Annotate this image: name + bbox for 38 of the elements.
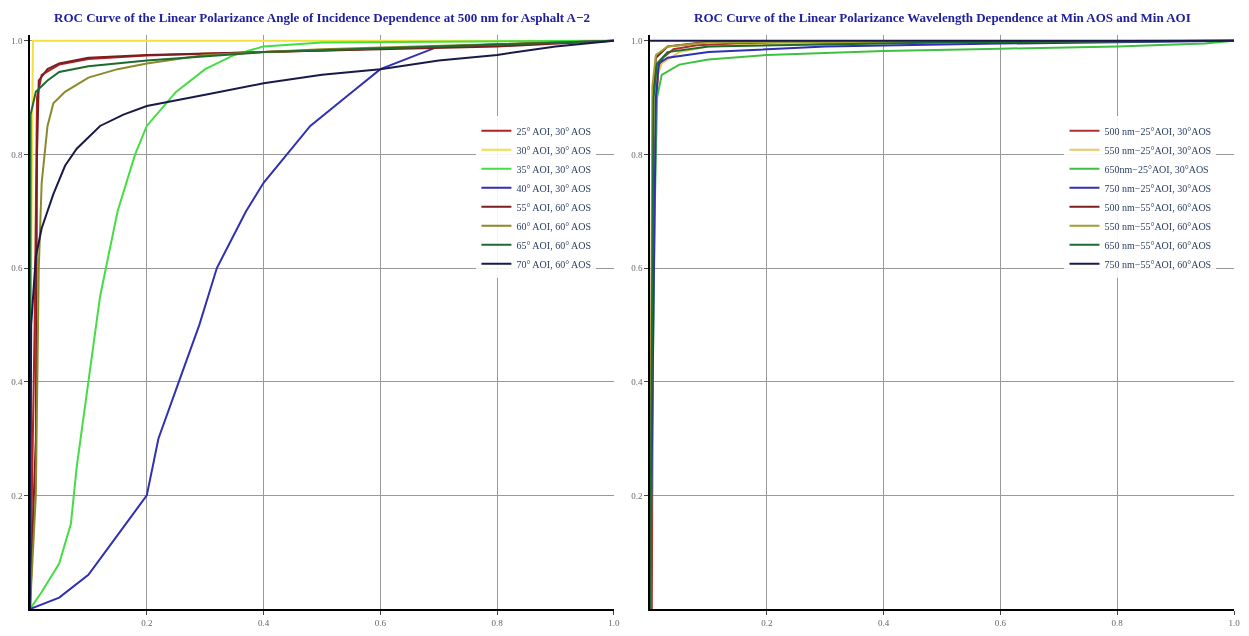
legend-label: 65° AOI, 60° AOS xyxy=(516,239,592,251)
y-tick-label: 0.8 xyxy=(631,149,644,160)
y-tick-label: 0.4 xyxy=(11,376,23,387)
chart-title: ROC Curve of the Linear Polarizance Angle of Incidence Dependence at 500 nm for Asphalt A−2 xyxy=(54,10,590,25)
legend-label: 55° AOI, 60° AOS xyxy=(516,201,592,213)
y-tick-label: 0.4 xyxy=(631,376,644,387)
y-tick-label: 0.6 xyxy=(631,263,644,274)
chart-title: ROC Curve of the Linear Polarizance Wavelength Dependence at Min AOS and Min AOI xyxy=(694,10,1191,25)
x-tick-label: 0.4 xyxy=(878,617,890,628)
y-tick-label: 1.0 xyxy=(11,35,23,46)
legend-label: 25° AOI, 30° AOS xyxy=(516,125,592,137)
legend-label: 750 nm−55°AOI, 60°AOS xyxy=(1104,258,1212,270)
y-tick-label: 0.2 xyxy=(631,490,643,501)
legend-label: 30° AOI, 30° AOS xyxy=(516,144,592,156)
legend-label: 500 nm−55°AOI, 60°AOS xyxy=(1104,201,1212,213)
x-tick-label: 0.8 xyxy=(1111,617,1124,628)
legend-label: 750 nm−25°AOI, 30°AOS xyxy=(1104,182,1212,194)
x-tick-label: 0.2 xyxy=(141,617,153,628)
y-tick-label: 0.8 xyxy=(11,149,23,160)
legend-label: 40° AOI, 30° AOS xyxy=(516,182,592,194)
legend-label: 550 nm−55°AOI, 60°AOS xyxy=(1104,220,1212,232)
y-tick-label: 0.6 xyxy=(11,263,23,274)
x-tick-label: 0.8 xyxy=(491,617,504,628)
x-tick-label: 0.4 xyxy=(257,617,270,628)
x-tick-label: 0.6 xyxy=(994,617,1007,628)
legend-label: 650 nm−55°AOI, 60°AOS xyxy=(1104,239,1212,251)
y-tick-label: 1.0 xyxy=(631,35,644,46)
legend-label: 550 nm−25°AOI, 30°AOS xyxy=(1104,144,1212,156)
legend-label: 70° AOI, 60° AOS xyxy=(516,258,592,270)
x-tick-label: 1.0 xyxy=(1228,617,1241,628)
legend-label: 60° AOI, 60° AOS xyxy=(516,220,592,232)
x-tick-label: 1.0 xyxy=(608,617,621,628)
legend-label: 500 nm−25°AOI, 30°AOS xyxy=(1104,125,1212,137)
legend-label: 650nm−25°AOI, 30°AOS xyxy=(1104,163,1209,175)
legend-label: 35° AOI, 30° AOS xyxy=(516,163,592,175)
y-tick-label: 0.2 xyxy=(11,490,23,501)
x-tick-label: 0.6 xyxy=(374,617,387,628)
x-tick-label: 0.2 xyxy=(761,617,773,628)
